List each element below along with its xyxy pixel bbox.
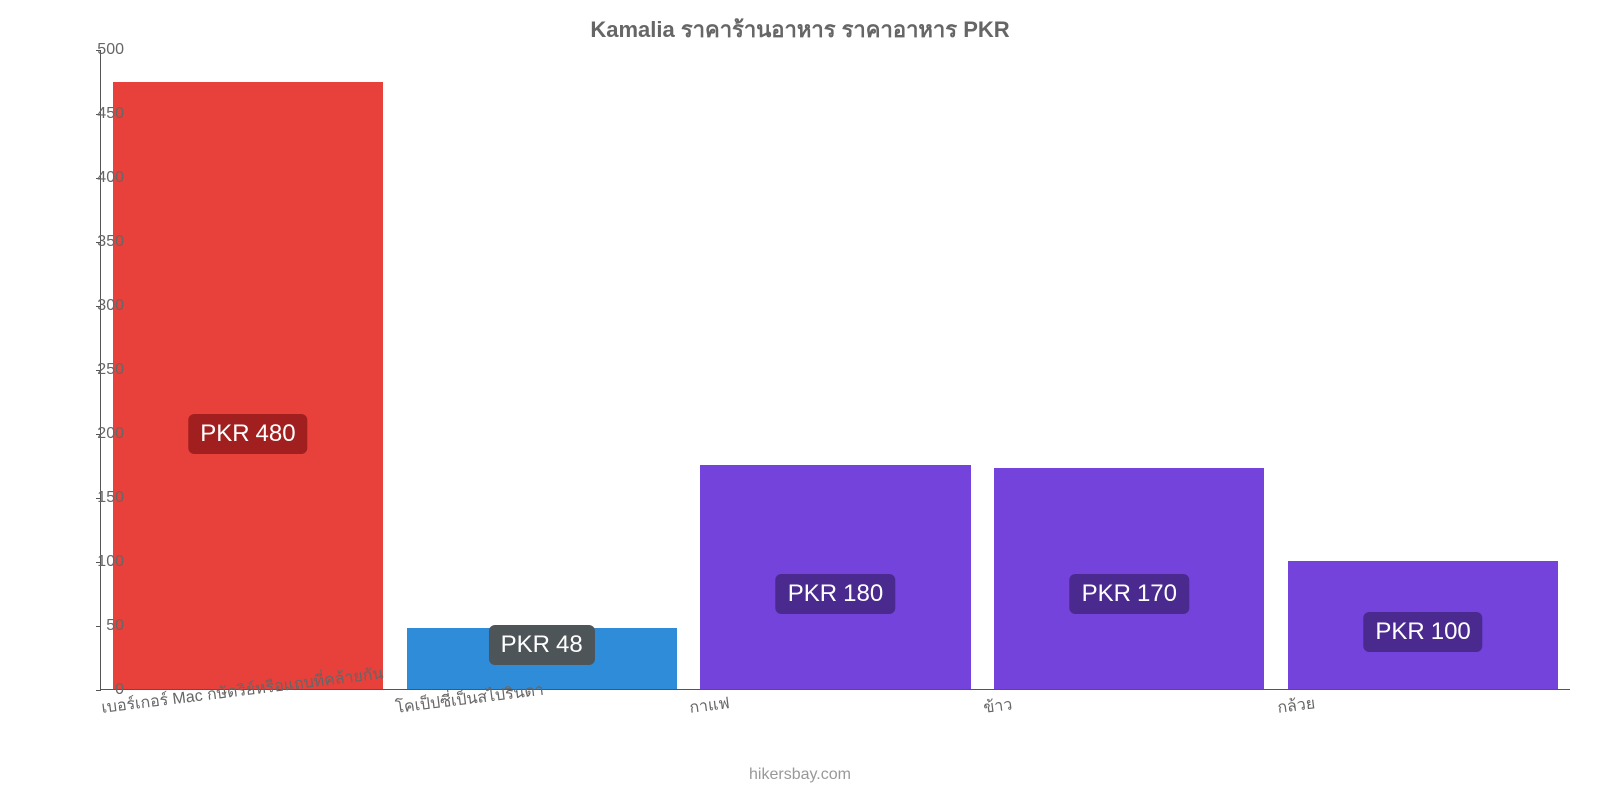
- value-badge: PKR48: [489, 625, 595, 665]
- bar-slot: PKR180: [689, 50, 983, 689]
- currency-label: PKR: [200, 420, 249, 448]
- y-tick-label: 500: [64, 41, 124, 59]
- value-badge: PKR170: [1070, 574, 1189, 614]
- value-badge: PKR100: [1363, 612, 1482, 652]
- y-tick-label: 150: [64, 489, 124, 507]
- value-badge: PKR180: [776, 574, 895, 614]
- x-axis-labels: เบอร์เกอร์ Mac กษัตริย์หรือแถบที่คล้ายกั…: [100, 690, 1570, 750]
- currency-label: PKR: [1082, 580, 1131, 608]
- chart-title: Kamalia ราคาร้านอาหาร ราคาอาหาร PKR: [0, 12, 1600, 47]
- bar-slot: PKR100: [1276, 50, 1570, 689]
- value-badge: PKR480: [188, 414, 307, 454]
- y-tick-label: 250: [64, 361, 124, 379]
- y-tick-label: 100: [64, 553, 124, 571]
- y-tick-label: 400: [64, 169, 124, 187]
- bar-slot: PKR48: [395, 50, 689, 689]
- currency-label: PKR: [501, 631, 550, 659]
- x-axis-label: กาแฟ: [688, 691, 731, 721]
- y-tick-label: 200: [64, 425, 124, 443]
- bar-slot: PKR480: [101, 50, 395, 689]
- value-label: 180: [843, 580, 883, 608]
- currency-label: PKR: [788, 580, 837, 608]
- price-bar-chart: Kamalia ราคาร้านอาหาร ราคาอาหาร PKR PKR4…: [0, 0, 1600, 800]
- value-label: 480: [256, 420, 296, 448]
- x-axis-label: ข้าว: [982, 692, 1014, 720]
- bar-slot: PKR170: [982, 50, 1276, 689]
- value-label: 48: [556, 631, 583, 659]
- plot-area: PKR480PKR48PKR180PKR170PKR100: [100, 50, 1570, 690]
- currency-label: PKR: [1375, 618, 1424, 646]
- value-label: 100: [1431, 618, 1471, 646]
- y-tick-label: 50: [64, 617, 124, 635]
- x-label-slot: โคเป็ปซี่เป็นสไปรินดา: [394, 690, 688, 750]
- bars-container: PKR480PKR48PKR180PKR170PKR100: [101, 50, 1570, 689]
- x-label-slot: ข้าว: [982, 690, 1276, 750]
- x-label-slot: กาแฟ: [688, 690, 982, 750]
- x-label-slot: กล้วย: [1276, 690, 1570, 750]
- x-axis-label: กล้วย: [1276, 691, 1317, 720]
- value-label: 170: [1137, 580, 1177, 608]
- bar: [113, 82, 383, 689]
- y-tick-label: 450: [64, 105, 124, 123]
- attribution-text: hikersbay.com: [0, 766, 1600, 784]
- x-label-slot: เบอร์เกอร์ Mac กษัตริย์หรือแถบที่คล้ายกั…: [100, 690, 394, 750]
- y-tick-label: 350: [64, 233, 124, 251]
- y-tick-label: 300: [64, 297, 124, 315]
